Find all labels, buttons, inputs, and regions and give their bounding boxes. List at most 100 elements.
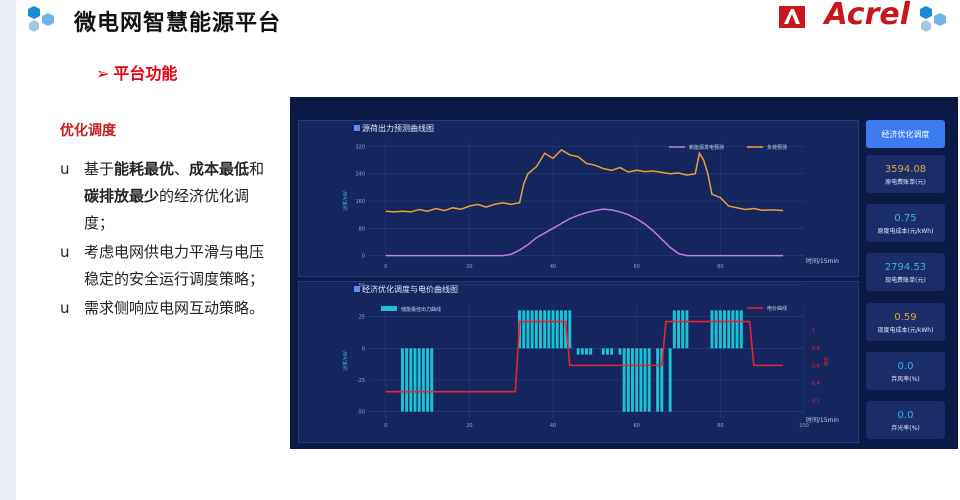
- y-tick-label: 25: [359, 315, 365, 321]
- metric-label: 现度电成本(元/kWh): [877, 327, 934, 334]
- subhead: 优化调度: [60, 123, 116, 139]
- section-title: ➢ 平台功能: [96, 64, 178, 83]
- metric-card: 0.75 原度电成本(元/kWh): [866, 204, 945, 242]
- chart-title: 源荷出力预测曲线图: [362, 123, 434, 133]
- y-tick-label: 320: [355, 144, 365, 150]
- economic-dispatch-button[interactable]: 经济优化调度: [866, 120, 945, 148]
- x-tick-label: 0: [384, 264, 387, 270]
- metric-card: 0.0 弃光率(%): [866, 401, 945, 439]
- storage-bar: [526, 310, 530, 349]
- storage-bar: [547, 310, 551, 349]
- storage-bar: [568, 310, 572, 349]
- bullet-item: u 考虑电网供电力平滑与电压稳定的安全运行调度策略；: [60, 239, 270, 293]
- legend-label: 储能最佳出力曲线: [401, 306, 441, 313]
- storage-bar: [723, 310, 726, 349]
- forecast-chart-panel: 源荷出力预测曲线图 0 80 160 240 320 0 20 40 60 80 时间/15min 功率…: [298, 120, 859, 277]
- hexagon-logo-icon: [28, 6, 54, 32]
- y-tick-label: 0: [362, 254, 365, 260]
- x-tick-label: 100: [799, 423, 809, 429]
- storage-bar: [739, 310, 743, 349]
- bullet-marker: u: [60, 160, 70, 178]
- storage-bar: [610, 348, 614, 355]
- storage-bar: [409, 348, 413, 412]
- legend-label: 新能源发电预测: [689, 144, 724, 151]
- page-title: 微电网智慧能源平台: [74, 11, 282, 36]
- x-tick-label: 20: [466, 264, 472, 270]
- storage-bar: [727, 310, 731, 349]
- x-tick-label: 60: [634, 264, 640, 270]
- storage-bar: [585, 348, 588, 355]
- storage-bar: [539, 310, 542, 349]
- bullet-emphasis: 成本最低: [189, 160, 250, 178]
- dashboard: 源荷出力预测曲线图 0 80 160 240 320 0 20 40 60 80 时间/15min 功率…: [290, 97, 958, 449]
- storage-bar: [543, 310, 547, 349]
- chart-title: 经济优化调度与电价曲线图: [362, 284, 458, 294]
- y2-tick-label: 1: [812, 328, 815, 334]
- bullet-text: 考虑电网供电力平滑与电压稳定的安全运行调度策略；: [84, 243, 265, 288]
- metric-value: 0.59: [894, 312, 917, 323]
- metric-label: 弃风率(%): [891, 376, 920, 383]
- title-marker: [354, 286, 360, 292]
- storage-bar: [631, 348, 634, 412]
- storage-bar: [681, 310, 685, 349]
- legend-swatch: [381, 306, 397, 311]
- x-tick-label: 0: [384, 423, 387, 429]
- metric-value: 3594.08: [884, 164, 927, 175]
- storage-bar: [580, 348, 584, 355]
- bullet-item: u 需求侧响应电网互动策略。: [60, 295, 270, 322]
- storage-bar: [426, 348, 430, 412]
- legend-label: 负荷预测: [767, 144, 787, 151]
- storage-bar: [534, 310, 538, 349]
- storage-bar: [639, 348, 643, 412]
- x-tick-label: 60: [634, 423, 640, 429]
- storage-bar: [430, 348, 434, 412]
- bullet-text: 需求侧响应电网互动策略。: [84, 299, 265, 317]
- storage-bar: [421, 348, 425, 412]
- storage-bar: [559, 310, 563, 349]
- y-tick-label: 160: [355, 199, 365, 205]
- dispatch-chart: 经济优化调度与电价曲线图 -50 -25 0 25 50 0 20 40 60 80 100时间/15…: [342, 283, 839, 429]
- bullet-list: u 基于能耗最优、成本最低和碳排放最少的经济优化调度； u 考虑电网供电力平滑与电压稳…: [60, 156, 270, 324]
- x-tick-label: 40: [550, 264, 556, 270]
- storage-bar: [530, 310, 534, 349]
- storage-bar: [576, 348, 580, 355]
- storage-bar: [605, 348, 609, 355]
- storage-bar: [735, 310, 739, 349]
- metric-card: 0.59 现度电成本(元/kWh): [866, 303, 945, 341]
- storage-bar: [714, 310, 718, 349]
- y-axis-label: 功率/kW: [342, 351, 349, 371]
- storage-bar: [522, 310, 526, 349]
- storage-bar: [601, 348, 605, 355]
- brand-logo: Acrel: [824, 0, 910, 32]
- x-tick-label: 40: [550, 423, 556, 429]
- storage-bar: [731, 310, 735, 349]
- hexagon-dots-icon: [920, 6, 946, 32]
- metric-value: 0.0: [897, 410, 914, 421]
- y-tick-label: -25: [357, 378, 365, 384]
- x-tick-label: 80: [717, 423, 723, 429]
- x-tick-label: 80: [717, 264, 723, 270]
- y-axis-label: 功率/kW: [342, 191, 349, 211]
- metric-label: 原度电成本(元/kWh): [877, 228, 934, 235]
- y2-tick-label: 0.2: [812, 398, 820, 404]
- metric-value: 2794.53: [884, 262, 927, 273]
- storage-bar: [656, 348, 660, 412]
- storage-bar: [672, 310, 676, 349]
- series-line: [385, 148, 784, 213]
- x-axis-label: 时间/15min: [806, 416, 839, 424]
- storage-bar: [718, 310, 722, 349]
- bullet-marker: u: [60, 299, 70, 317]
- bullet-text: 基于: [84, 160, 115, 178]
- series-line: [385, 208, 784, 257]
- storage-bar: [413, 348, 417, 412]
- storage-bar: [405, 348, 409, 412]
- left-strip: [0, 0, 16, 500]
- y2-tick-label: 0.8: [812, 346, 820, 352]
- bullet-emphasis: 碳排放最少: [84, 187, 160, 205]
- storage-bar: [677, 310, 680, 349]
- dispatch-chart-panel: 经济优化调度与电价曲线图 -50 -25 0 25 50 0 20 40 60 80 100 时间/15…: [298, 281, 859, 443]
- storage-bar: [685, 310, 689, 349]
- storage-bar: [668, 348, 672, 412]
- metric-label: 弃光率(%): [891, 425, 920, 432]
- y-tick-label: 80: [359, 226, 365, 232]
